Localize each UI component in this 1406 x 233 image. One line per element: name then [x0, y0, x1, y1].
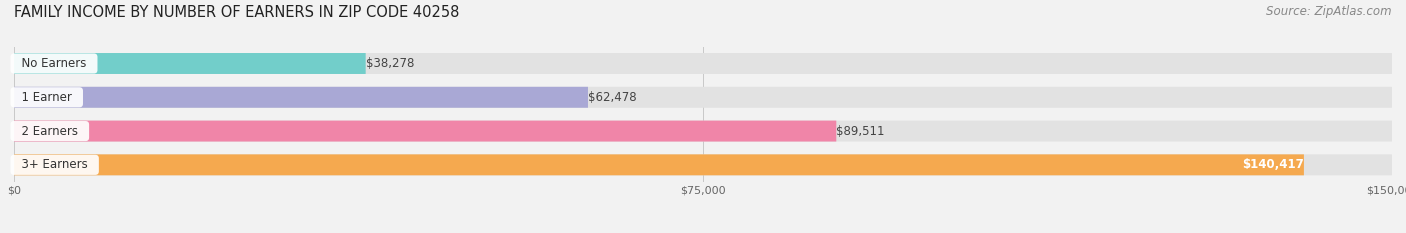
Text: $89,511: $89,511 [837, 125, 884, 137]
FancyBboxPatch shape [14, 121, 1392, 141]
Text: $38,278: $38,278 [366, 57, 413, 70]
Text: $62,478: $62,478 [588, 91, 637, 104]
Text: FAMILY INCOME BY NUMBER OF EARNERS IN ZIP CODE 40258: FAMILY INCOME BY NUMBER OF EARNERS IN ZI… [14, 5, 460, 20]
FancyBboxPatch shape [14, 121, 837, 141]
Text: 2 Earners: 2 Earners [14, 125, 86, 137]
Text: $140,417: $140,417 [1241, 158, 1303, 171]
FancyBboxPatch shape [14, 87, 1392, 108]
Text: Source: ZipAtlas.com: Source: ZipAtlas.com [1267, 5, 1392, 18]
Text: 3+ Earners: 3+ Earners [14, 158, 96, 171]
FancyBboxPatch shape [14, 154, 1392, 175]
FancyBboxPatch shape [14, 87, 588, 108]
FancyBboxPatch shape [14, 53, 366, 74]
Text: No Earners: No Earners [14, 57, 94, 70]
FancyBboxPatch shape [14, 53, 1392, 74]
Text: 1 Earner: 1 Earner [14, 91, 79, 104]
FancyBboxPatch shape [14, 154, 1303, 175]
